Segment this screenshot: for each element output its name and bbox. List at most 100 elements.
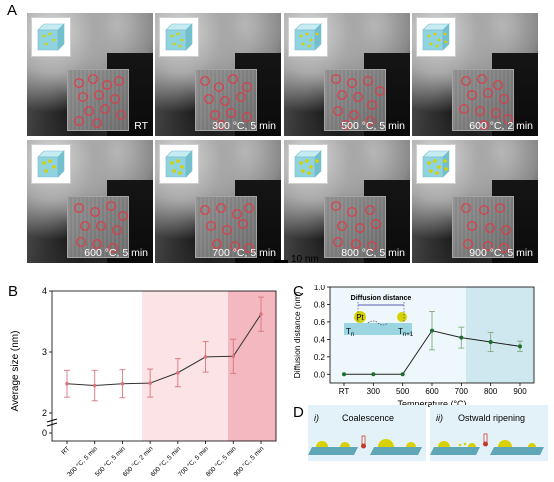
particle-marker: [84, 106, 94, 116]
particle-marker: [491, 108, 501, 118]
particle-dot: [443, 159, 447, 163]
particle-dot: [44, 169, 48, 173]
mechanism-diagram: i) Coalescence ii) Ostwald ripening: [308, 405, 548, 461]
particle-icon: [438, 441, 450, 447]
particle-dot: [178, 171, 182, 175]
axis-break-mark: [46, 422, 58, 427]
particle-dot: [48, 159, 52, 163]
data-point: [120, 381, 125, 386]
particle-marker: [92, 118, 102, 128]
data-point: [459, 335, 464, 340]
t-right-label: Tn+1: [398, 327, 414, 338]
particle-dot: [437, 165, 441, 169]
particle-marker: [226, 108, 236, 118]
t-left-label: Tn: [346, 327, 354, 338]
particle-dot: [42, 34, 46, 38]
panel-label-b: B: [8, 283, 19, 300]
particle-dot: [427, 34, 431, 38]
tem-condition-label: 800 °C, 5 min: [341, 247, 405, 259]
thermometer-bulb-icon: [361, 443, 366, 449]
tem-image: 900 °C, 5 min: [412, 140, 538, 263]
particle-marker: [479, 120, 489, 130]
particle-dot: [42, 161, 46, 165]
particle-marker: [100, 104, 110, 114]
particle-dot: [170, 161, 174, 165]
x-tick-label: 500: [396, 387, 410, 396]
cube-side-face: [185, 150, 193, 178]
data-point: [400, 372, 405, 377]
plot-frame: [51, 290, 277, 442]
particle-marker: [355, 223, 365, 233]
substrate-left-2: [370, 447, 422, 455]
support-cube: [324, 69, 386, 131]
particle-marker: [88, 74, 98, 84]
substrate-left-1: [308, 447, 358, 455]
support-cube: [195, 69, 257, 131]
particle-dot: [52, 165, 56, 169]
cube-side-face: [57, 150, 65, 178]
particle-marker: [102, 80, 112, 90]
particle-dot: [433, 159, 437, 163]
bg-high-temp: [466, 287, 534, 383]
particle-marker: [244, 243, 254, 253]
particle-dot: [52, 38, 56, 42]
tem-condition-label: 500 °C, 5 min: [341, 120, 405, 132]
particle-marker: [337, 90, 347, 100]
cube-schematic-inset: [288, 17, 328, 57]
particle-marker: [461, 76, 471, 86]
tem-condition-label: 300 °C, 5 min: [212, 120, 276, 132]
particle-marker: [200, 205, 210, 215]
particle-marker: [110, 94, 120, 104]
particle-dot: [429, 42, 433, 46]
particle-marker: [210, 110, 220, 120]
cube-schematic-inset: [31, 17, 71, 57]
particle-dot: [180, 38, 184, 42]
support-cube: [195, 196, 257, 258]
particle-marker: [477, 74, 487, 84]
data-point: [65, 381, 69, 386]
y-tick-label: 0.2: [314, 353, 326, 362]
particle-dot: [178, 44, 182, 48]
particle-dot: [309, 165, 313, 169]
particle-marker: [232, 209, 242, 219]
particle-dot: [429, 169, 433, 173]
particle-marker: [503, 114, 513, 124]
particle-marker: [333, 106, 343, 116]
particle-marker: [216, 203, 226, 213]
data-point: [371, 372, 376, 377]
particle-marker: [501, 225, 511, 235]
pt-particle-icon: [354, 311, 366, 323]
thermometer-bulb-icon: [483, 441, 488, 447]
diffusion-distance-chart: 0.0 0.2 0.4 0.6 0.8 1.0 RT 300 500 600 700 800 900 P…: [292, 285, 535, 409]
particle-marker: [367, 241, 377, 251]
particle-dot: [443, 32, 447, 36]
cube-schematic-inset: [31, 144, 71, 184]
substrate-right-1: [430, 447, 480, 455]
x-tick-label: 900: [513, 387, 527, 396]
x-axis-label-c: Temperature (°C): [397, 399, 466, 409]
particle-marker: [94, 90, 104, 100]
particle-marker: [74, 116, 84, 126]
particle-marker: [80, 221, 90, 231]
y-tick-label: 0: [42, 428, 47, 438]
particle-marker: [365, 205, 375, 215]
support-cube: [67, 69, 129, 131]
particle-marker: [96, 221, 106, 231]
scale-bar: [274, 260, 288, 263]
particle-dot: [48, 32, 52, 36]
shaded-region-600-800: [142, 291, 228, 441]
particle-dot: [180, 165, 184, 169]
particle-icon: [498, 440, 512, 447]
panel-label-d: D: [293, 404, 304, 421]
particle-marker: [114, 76, 124, 86]
particle-marker: [347, 207, 357, 217]
x-tick-label: 700: [455, 387, 469, 396]
particle-dot: [305, 32, 309, 36]
y-tick-label: 4: [42, 286, 47, 296]
particle-dot: [301, 42, 305, 46]
particle-marker: [495, 203, 505, 213]
particle-marker: [106, 201, 116, 211]
data-point: [342, 372, 346, 377]
tem-image: 500 °C, 5 min: [284, 13, 410, 136]
particle-marker: [74, 203, 84, 213]
